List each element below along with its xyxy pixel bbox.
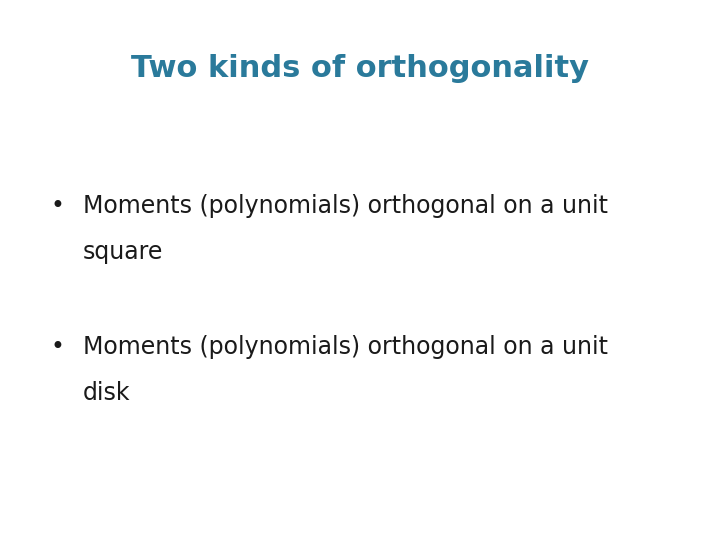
Text: •: • <box>50 194 64 218</box>
Text: •: • <box>50 335 64 359</box>
Text: square: square <box>83 240 163 264</box>
Text: Two kinds of orthogonality: Two kinds of orthogonality <box>131 54 589 83</box>
Text: disk: disk <box>83 381 130 404</box>
Text: Moments (polynomials) orthogonal on a unit: Moments (polynomials) orthogonal on a un… <box>83 194 608 218</box>
Text: Moments (polynomials) orthogonal on a unit: Moments (polynomials) orthogonal on a un… <box>83 335 608 359</box>
